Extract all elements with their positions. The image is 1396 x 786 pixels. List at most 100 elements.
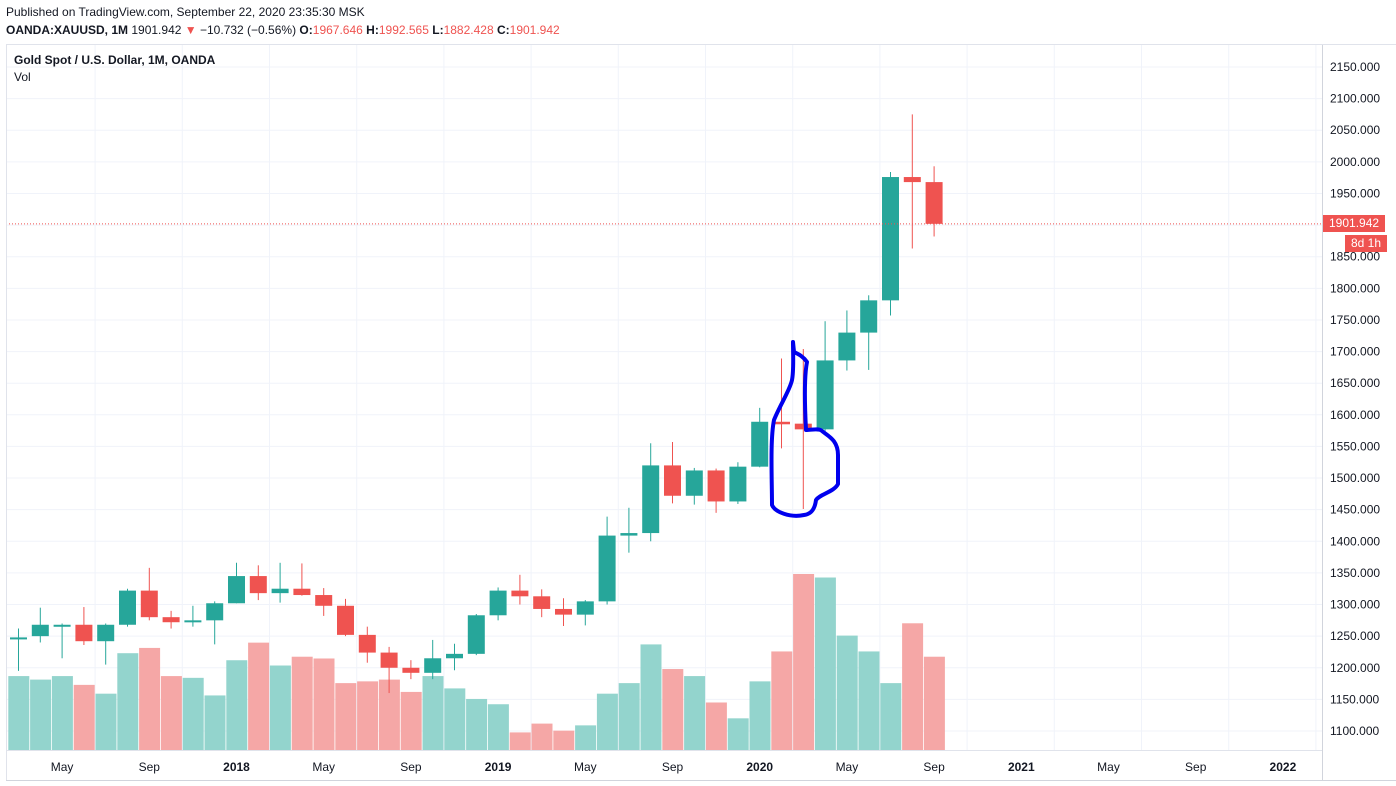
- time-tick-label: 2021: [1008, 760, 1035, 774]
- time-tick-label: Sep: [662, 760, 684, 774]
- volume-bar: [8, 676, 30, 750]
- candle-body: [838, 332, 856, 361]
- candle-body: [860, 300, 878, 333]
- volume-bar: [400, 691, 422, 750]
- volume-bar: [814, 577, 836, 750]
- candle-body: [53, 624, 71, 627]
- candle-body: [119, 590, 136, 625]
- volume-bar: [313, 658, 335, 750]
- time-tick-label: May: [836, 760, 859, 774]
- candle-body: [555, 608, 572, 615]
- volume-bar: [662, 669, 684, 750]
- time-tick-label: Sep: [1185, 760, 1207, 774]
- time-tick-label: May: [1097, 760, 1120, 774]
- volume-bar: [117, 653, 139, 750]
- candle-body: [664, 465, 681, 496]
- price-tick-label: 2000.000: [1330, 155, 1380, 169]
- time-axis: May Sep 2018 May Sep 2019 May Sep 2020 May Sep 2021…: [51, 760, 1297, 774]
- volume-bar: [422, 676, 444, 750]
- volume-bar: [466, 698, 488, 750]
- price-tick-label: 1650.000: [1330, 376, 1380, 390]
- volume-bar: [335, 683, 357, 750]
- price-tick-label: 1850.000: [1330, 250, 1380, 264]
- volume-bar: [30, 679, 52, 750]
- open-value: 1967.646: [312, 23, 363, 37]
- candle-body: [882, 177, 899, 301]
- volume-bar: [160, 676, 182, 750]
- candle-body: [576, 601, 594, 615]
- price-tick-label: 1600.000: [1330, 408, 1380, 422]
- candle-body: [380, 652, 398, 668]
- candle-body: [402, 667, 420, 673]
- chart-frame: [6, 44, 1396, 781]
- candle-body: [642, 465, 660, 534]
- candle-body: [140, 590, 158, 618]
- candle-body: [358, 634, 376, 653]
- price-tick-label: 1550.000: [1330, 439, 1380, 453]
- candle-body: [707, 470, 725, 502]
- volume-bar: [204, 695, 226, 750]
- volume-bar: [596, 693, 618, 750]
- volume-bar: [226, 660, 248, 750]
- volume-indicator-label[interactable]: Vol: [14, 70, 31, 84]
- candle-body: [206, 603, 224, 621]
- volume-bar: [836, 635, 858, 750]
- candle-body: [75, 624, 93, 642]
- candle-body: [467, 615, 485, 654]
- price-tick-label: 1200.000: [1330, 661, 1380, 675]
- volume-bar: [923, 656, 945, 750]
- time-tick-label: 2018: [223, 760, 250, 774]
- last-price: 1901.942: [131, 23, 182, 37]
- last-price-tag: 1901.942: [1323, 215, 1386, 233]
- price-tick-label: 1750.000: [1330, 313, 1380, 327]
- candle-body: [794, 423, 812, 430]
- symbol-label[interactable]: OANDA:XAUUSD, 1M: [6, 23, 129, 37]
- volume-bar: [880, 683, 902, 750]
- candle-body: [511, 590, 529, 597]
- price-tick-label: 1400.000: [1330, 534, 1380, 548]
- time-tick-label: Sep: [139, 760, 161, 774]
- high-value: 1992.565: [378, 23, 429, 37]
- price-tick-label: 1450.000: [1330, 503, 1380, 517]
- price-tick-label: 2150.000: [1330, 60, 1380, 74]
- chart-title[interactable]: Gold Spot / U.S. Dollar, 1M, OANDA: [14, 53, 216, 67]
- change-value: −10.732 (−0.56%): [200, 23, 297, 37]
- price-tick-label: 2050.000: [1330, 123, 1380, 137]
- close-label: C:: [496, 23, 510, 37]
- close-value: 1901.942: [509, 23, 560, 37]
- candlesticks: [10, 114, 943, 694]
- chart-legend: Gold Spot / U.S. Dollar, 1M, OANDA Vol: [14, 53, 215, 84]
- candle-body: [620, 533, 638, 536]
- volume-bars: [8, 574, 945, 750]
- volume-bar: [727, 718, 749, 750]
- price-tick-label: 2100.000: [1330, 92, 1380, 106]
- volume-bar: [51, 676, 73, 750]
- candle-body: [424, 658, 442, 673]
- time-tick-label: Sep: [923, 760, 945, 774]
- volume-bar: [73, 684, 95, 750]
- volume-bar: [509, 732, 531, 750]
- price-tick-label: 1500.000: [1330, 471, 1380, 485]
- volume-bar: [902, 623, 924, 750]
- volume-bar: [378, 679, 400, 750]
- price-tick-label: 1700.000: [1330, 345, 1380, 359]
- volume-bar: [269, 665, 291, 750]
- candle-body: [598, 535, 616, 602]
- candle-body: [925, 182, 943, 224]
- candle-body: [162, 617, 180, 623]
- time-tick-label: 2020: [746, 760, 773, 774]
- volume-bar: [640, 644, 662, 750]
- volume-bar: [487, 704, 509, 750]
- high-label: H:: [366, 23, 379, 37]
- price-tick-label: 1950.000: [1330, 186, 1380, 200]
- volume-bar: [618, 683, 640, 750]
- price-tick-label: 1800.000: [1330, 281, 1380, 295]
- volume-bar: [575, 725, 597, 750]
- candle-body: [10, 637, 27, 640]
- time-tick-label: May: [51, 760, 74, 774]
- volume-bar: [531, 723, 553, 750]
- time-tick-label: May: [312, 760, 335, 774]
- candle-body: [489, 590, 507, 616]
- drawing-annotation[interactable]: [769, 340, 840, 518]
